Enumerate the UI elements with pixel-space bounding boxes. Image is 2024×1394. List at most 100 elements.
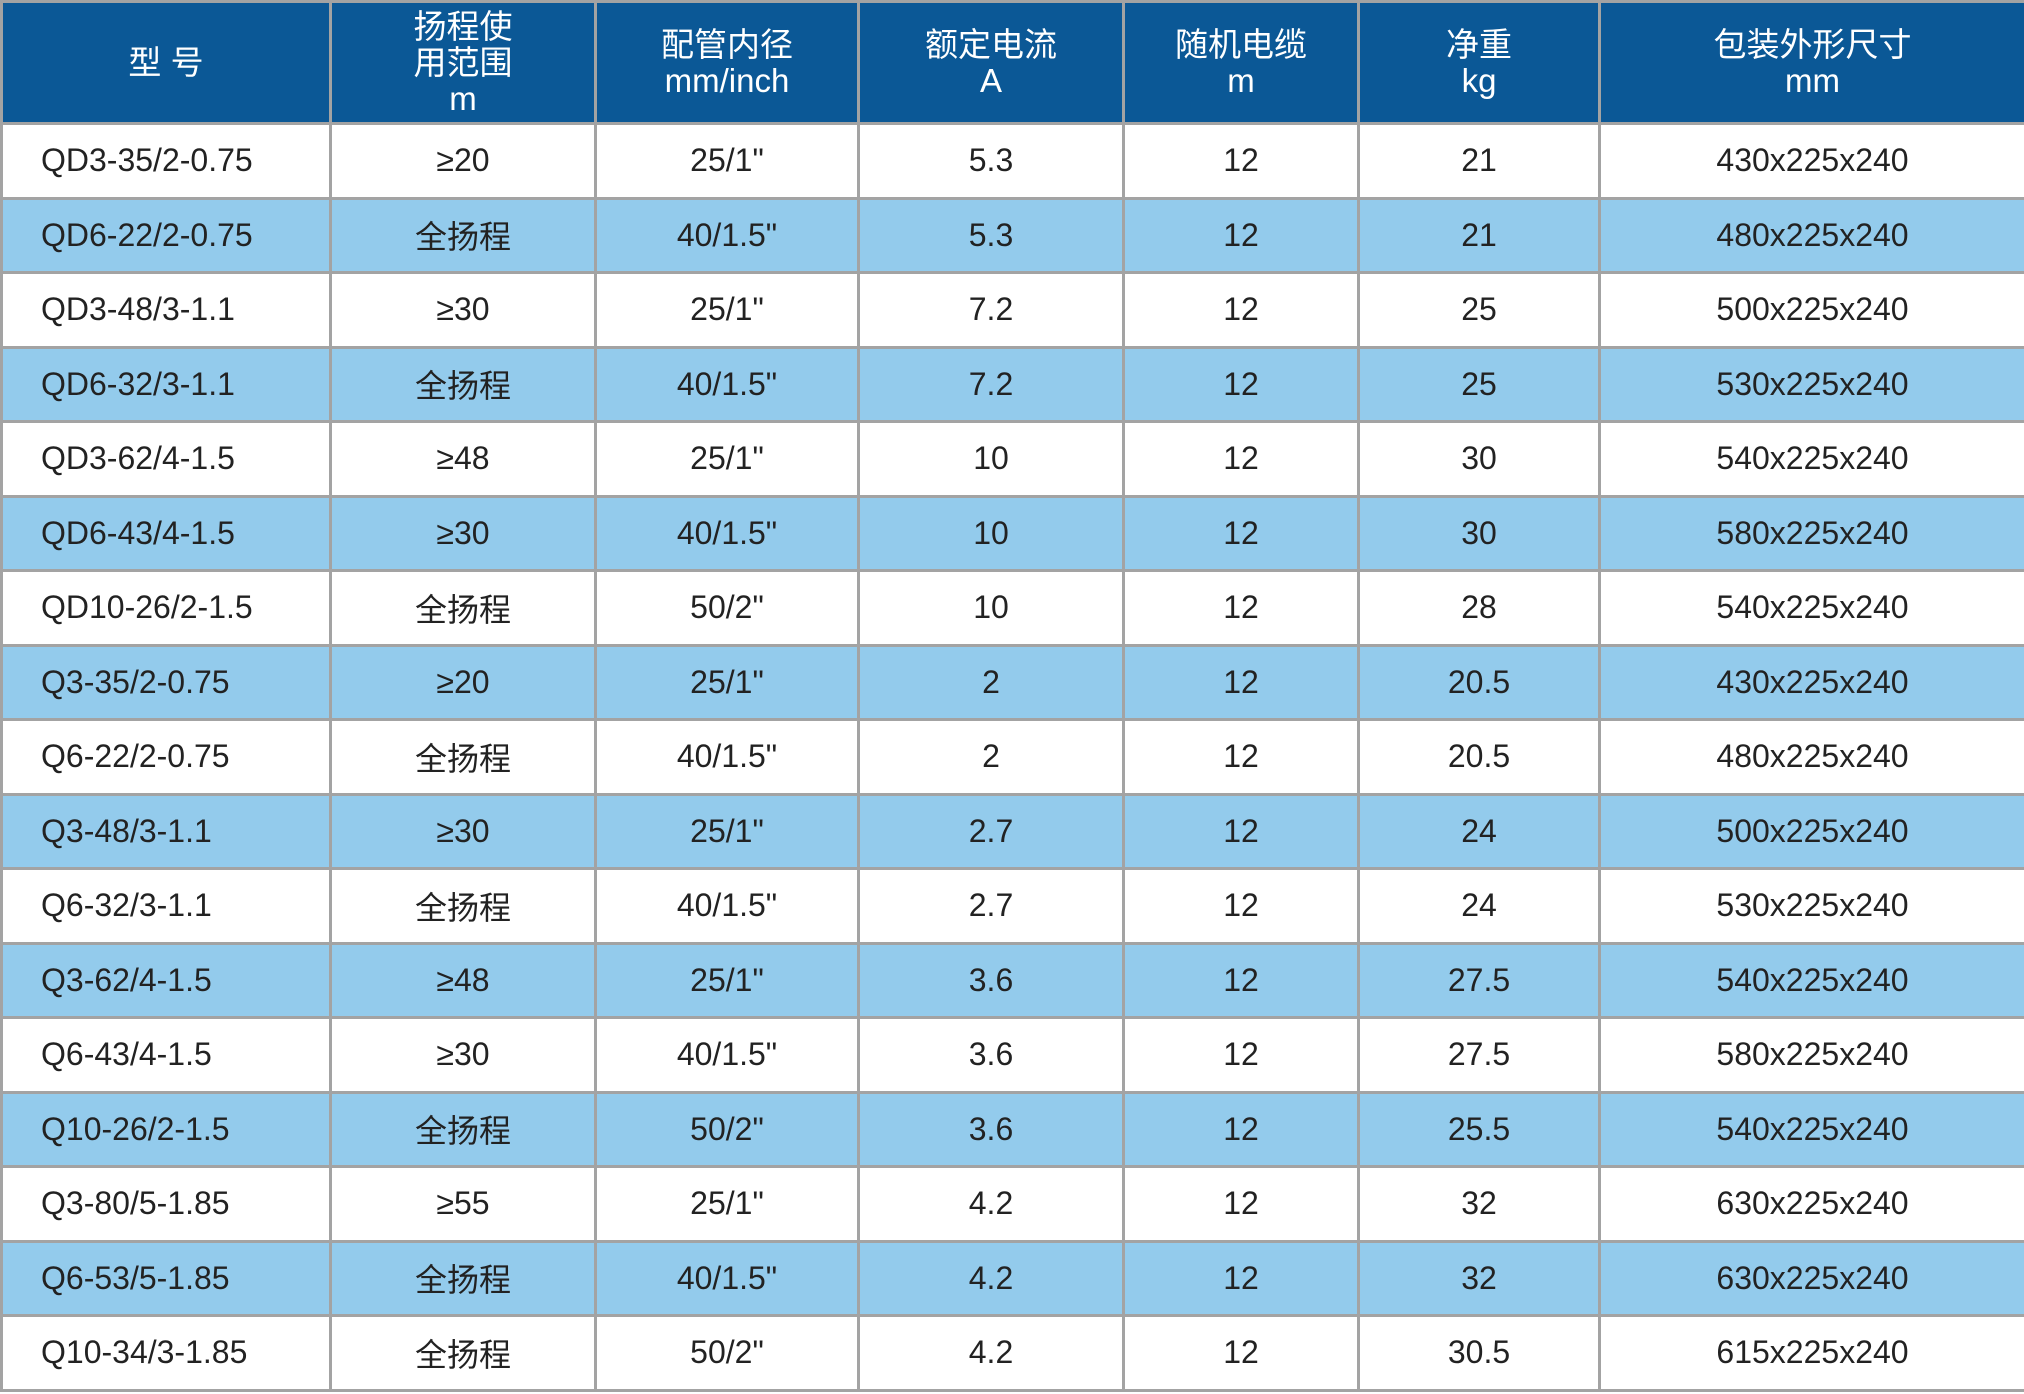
cell-pipe-diameter: 40/1.5" — [594, 867, 860, 945]
table-row: Q6-53/5-1.85 全扬程 40/1.5" 4.2 12 32 630x225x240 — [0, 1239, 2024, 1317]
cell-cable-length: 12 — [1122, 196, 1360, 274]
cell-model: Q3-62/4-1.5 — [0, 941, 332, 1019]
cell-rated-current: 7.2 — [857, 345, 1125, 423]
cell-pipe-diameter: 40/1.5" — [594, 718, 860, 796]
table-row: Q3-62/4-1.5 ≥48 25/1" 3.6 12 27.5 540x225x240 — [0, 941, 2024, 1019]
cell-cable-length: 12 — [1122, 122, 1360, 200]
cell-pipe-diameter: 25/1" — [594, 643, 860, 721]
cell-cable-length: 12 — [1122, 643, 1360, 721]
cell-rated-current: 4.2 — [857, 1314, 1125, 1392]
cell-net-weight: 20.5 — [1357, 643, 1601, 721]
cell-net-weight: 24 — [1357, 867, 1601, 945]
cell-net-weight: 24 — [1357, 792, 1601, 870]
cell-pipe-diameter: 50/2" — [594, 1314, 860, 1392]
cell-package-size: 500x225x240 — [1598, 792, 2024, 870]
cell-net-weight: 30.5 — [1357, 1314, 1601, 1392]
table-row: Q3-80/5-1.85 ≥55 25/1" 4.2 12 32 630x225x240 — [0, 1165, 2024, 1243]
table-row: QD3-62/4-1.5 ≥48 25/1" 10 12 30 540x225x240 — [0, 420, 2024, 498]
cell-rated-current: 10 — [857, 569, 1125, 647]
cell-net-weight: 32 — [1357, 1239, 1601, 1317]
cell-rated-current: 5.3 — [857, 196, 1125, 274]
cell-cable-length: 12 — [1122, 1239, 1360, 1317]
cell-net-weight: 30 — [1357, 494, 1601, 572]
cell-package-size: 530x225x240 — [1598, 867, 2024, 945]
table-row: Q3-48/3-1.1 ≥30 25/1" 2.7 12 24 500x225x240 — [0, 792, 2024, 870]
cell-head-range: 全扬程 — [329, 196, 597, 274]
cell-cable-length: 12 — [1122, 1165, 1360, 1243]
cell-head-range: ≥48 — [329, 420, 597, 498]
cell-head-range: ≥30 — [329, 494, 597, 572]
cell-model: Q3-80/5-1.85 — [0, 1165, 332, 1243]
cell-cable-length: 12 — [1122, 420, 1360, 498]
cell-head-range: ≥30 — [329, 1016, 597, 1094]
cell-cable-length: 12 — [1122, 718, 1360, 796]
header-line: 配管内径 — [661, 25, 793, 63]
cell-model: QD3-62/4-1.5 — [0, 420, 332, 498]
cell-head-range: ≥20 — [329, 643, 597, 721]
cell-model: QD6-32/3-1.1 — [0, 345, 332, 423]
cell-rated-current: 10 — [857, 420, 1125, 498]
cell-cable-length: 12 — [1122, 271, 1360, 349]
cell-pipe-diameter: 40/1.5" — [594, 345, 860, 423]
cell-head-range: 全扬程 — [329, 345, 597, 423]
cell-net-weight: 21 — [1357, 122, 1601, 200]
table-row: Q10-34/3-1.85 全扬程 50/2" 4.2 12 30.5 615x225x24… — [0, 1314, 2024, 1392]
cell-package-size: 530x225x240 — [1598, 345, 2024, 423]
table-row: Q10-26/2-1.5 全扬程 50/2" 3.6 12 25.5 540x225x240 — [0, 1090, 2024, 1168]
column-header-rated-current: 额定电流 A — [857, 0, 1125, 125]
cell-head-range: ≥48 — [329, 941, 597, 1019]
cell-net-weight: 30 — [1357, 420, 1601, 498]
header-line: m — [1227, 61, 1255, 99]
cell-model: QD3-35/2-0.75 — [0, 122, 332, 200]
header-line: mm/inch — [664, 61, 790, 99]
cell-rated-current: 2.7 — [857, 867, 1125, 945]
cell-head-range: 全扬程 — [329, 718, 597, 796]
cell-cable-length: 12 — [1122, 792, 1360, 870]
cell-rated-current: 2 — [857, 718, 1125, 796]
cell-pipe-diameter: 25/1" — [594, 941, 860, 1019]
cell-model: Q3-35/2-0.75 — [0, 643, 332, 721]
cell-model: Q6-22/2-0.75 — [0, 718, 332, 796]
cell-model: QD6-43/4-1.5 — [0, 494, 332, 572]
cell-cable-length: 12 — [1122, 569, 1360, 647]
cell-net-weight: 20.5 — [1357, 718, 1601, 796]
table-row: Q3-35/2-0.75 ≥20 25/1" 2 12 20.5 430x225x240 — [0, 643, 2024, 721]
table-row: QD3-35/2-0.75 ≥20 25/1" 5.3 12 21 430x225x240 — [0, 122, 2024, 200]
cell-head-range: 全扬程 — [329, 1090, 597, 1168]
header-line: 净重 — [1446, 25, 1512, 63]
header-line: 用范围 — [413, 43, 513, 81]
header-line: mm — [1785, 61, 1840, 99]
cell-model: Q6-53/5-1.85 — [0, 1239, 332, 1317]
cell-pipe-diameter: 50/2" — [594, 569, 860, 647]
cell-net-weight: 27.5 — [1357, 1016, 1601, 1094]
cell-pipe-diameter: 40/1.5" — [594, 494, 860, 572]
header-line: A — [979, 61, 1002, 99]
cell-net-weight: 27.5 — [1357, 941, 1601, 1019]
cell-cable-length: 12 — [1122, 345, 1360, 423]
cell-net-weight: 32 — [1357, 1165, 1601, 1243]
cell-rated-current: 10 — [857, 494, 1125, 572]
cell-pipe-diameter: 50/2" — [594, 1090, 860, 1168]
cell-package-size: 480x225x240 — [1598, 718, 2024, 796]
cell-head-range: ≥20 — [329, 122, 597, 200]
column-header-net-weight: 净重 kg — [1357, 0, 1601, 125]
cell-package-size: 540x225x240 — [1598, 420, 2024, 498]
cell-net-weight: 28 — [1357, 569, 1601, 647]
header-line: 包装外形尺寸 — [1713, 25, 1912, 63]
cell-head-range: ≥55 — [329, 1165, 597, 1243]
table-row: QD10-26/2-1.5 全扬程 50/2" 10 12 28 540x225x240 — [0, 569, 2024, 647]
header-line: 扬程使 — [413, 7, 513, 45]
column-header-cable-length: 随机电缆 m — [1122, 0, 1360, 125]
header-line: 随机电缆 — [1175, 25, 1307, 63]
cell-rated-current: 2 — [857, 643, 1125, 721]
cell-package-size: 540x225x240 — [1598, 1090, 2024, 1168]
cell-package-size: 580x225x240 — [1598, 494, 2024, 572]
cell-rated-current: 2.7 — [857, 792, 1125, 870]
table-row: QD6-43/4-1.5 ≥30 40/1.5" 10 12 30 580x225x240 — [0, 494, 2024, 572]
cell-head-range: ≥30 — [329, 271, 597, 349]
header-line: m — [449, 79, 477, 117]
cell-head-range: 全扬程 — [329, 867, 597, 945]
cell-cable-length: 12 — [1122, 867, 1360, 945]
cell-pipe-diameter: 25/1" — [594, 792, 860, 870]
